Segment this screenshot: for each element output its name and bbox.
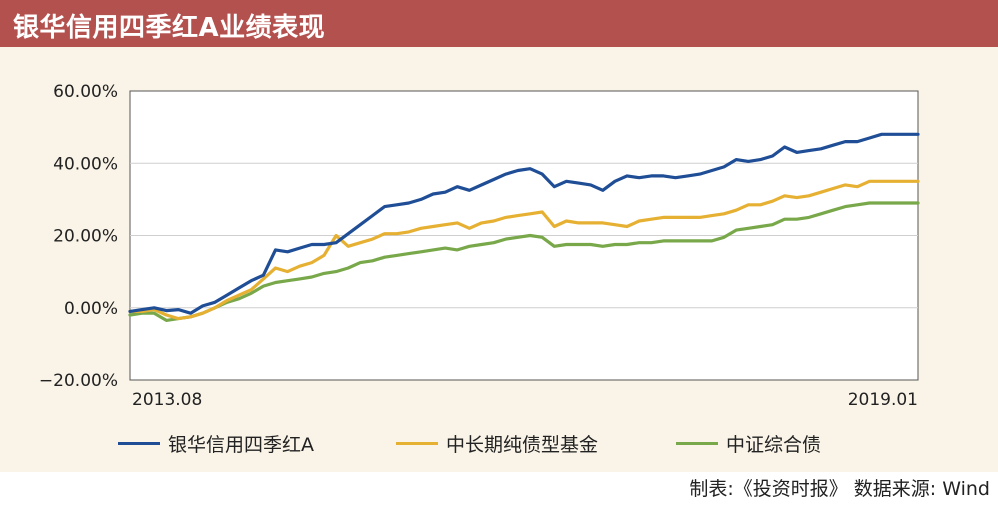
y-tick-label: 60.00% (53, 82, 118, 102)
legend-swatch (676, 441, 718, 445)
x-tick-label: 2019.01 (848, 390, 918, 410)
source-note: 制表:《投资时报》 数据来源: Wind (689, 478, 990, 500)
series-line (128, 179, 920, 321)
x-tick-label: 2013.08 (132, 390, 202, 410)
legend-label: 银华信用四季红A (168, 433, 314, 456)
legend-item: 中证综合债 (676, 428, 821, 458)
chart-title: 银华信用四季红A业绩表现 (13, 13, 326, 43)
legend-label: 中证综合债 (726, 433, 822, 456)
legend-swatch (396, 441, 438, 445)
series-line (128, 132, 920, 315)
title-bar: 银华信用四季红A业绩表现 (0, 0, 998, 47)
y-tick-label: −20.00% (39, 371, 118, 391)
series-line (128, 201, 920, 322)
legend-item: 银华信用四季红A (118, 428, 314, 458)
y-tick-label: 40.00% (53, 154, 118, 174)
legend-swatch (118, 441, 160, 445)
line-chart: 60.00% 40.00% 20.00% 0.00% −20.00% 2013.08 201… (39, 82, 920, 410)
legend-label: 中长期纯债型基金 (446, 433, 599, 456)
legend-item: 中长期纯债型基金 (396, 428, 598, 458)
y-tick-label: 0.00% (64, 299, 118, 319)
chart-legend: 银华信用四季红A 中长期纯债型基金 中证综合债 (0, 428, 998, 458)
y-tick-label: 20.00% (53, 227, 118, 247)
